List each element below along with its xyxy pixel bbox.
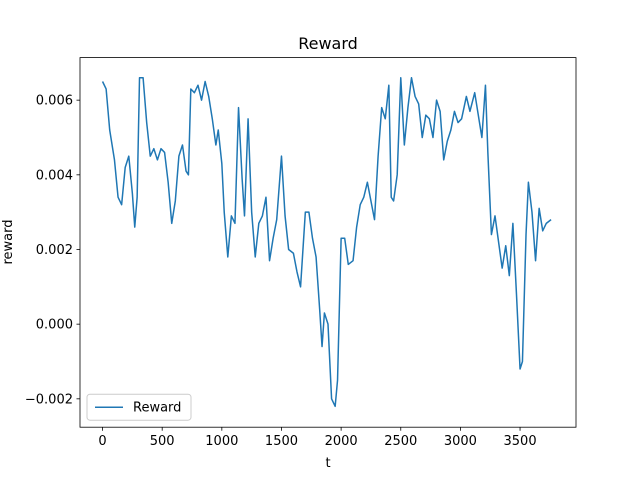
- y-axis-label: reward: [1, 219, 16, 264]
- x-tick-label: 2500: [384, 434, 417, 449]
- y-tick-label: 0.006: [36, 94, 73, 109]
- legend-box: [86, 393, 192, 421]
- y-tick-label: 0.000: [36, 318, 73, 333]
- x-axis-label: t: [325, 456, 330, 471]
- x-tick-label: 500: [150, 434, 175, 449]
- chart-title: Reward: [298, 34, 358, 53]
- y-tick-label: −0.002: [25, 392, 73, 407]
- legend-label: Reward: [133, 401, 181, 416]
- y-tick-label: 0.004: [36, 168, 73, 183]
- axes-frame: [79, 57, 577, 428]
- x-tick-label: 0: [98, 434, 106, 449]
- line-series: [101, 77, 552, 408]
- x-tick-label: 3000: [444, 434, 477, 449]
- x-tick-label: 1000: [205, 434, 238, 449]
- x-tick-label: 3500: [504, 434, 537, 449]
- x-tick-label: 1500: [265, 434, 298, 449]
- x-tick-label: 2000: [325, 434, 358, 449]
- y-tick-label: 0.002: [36, 243, 73, 258]
